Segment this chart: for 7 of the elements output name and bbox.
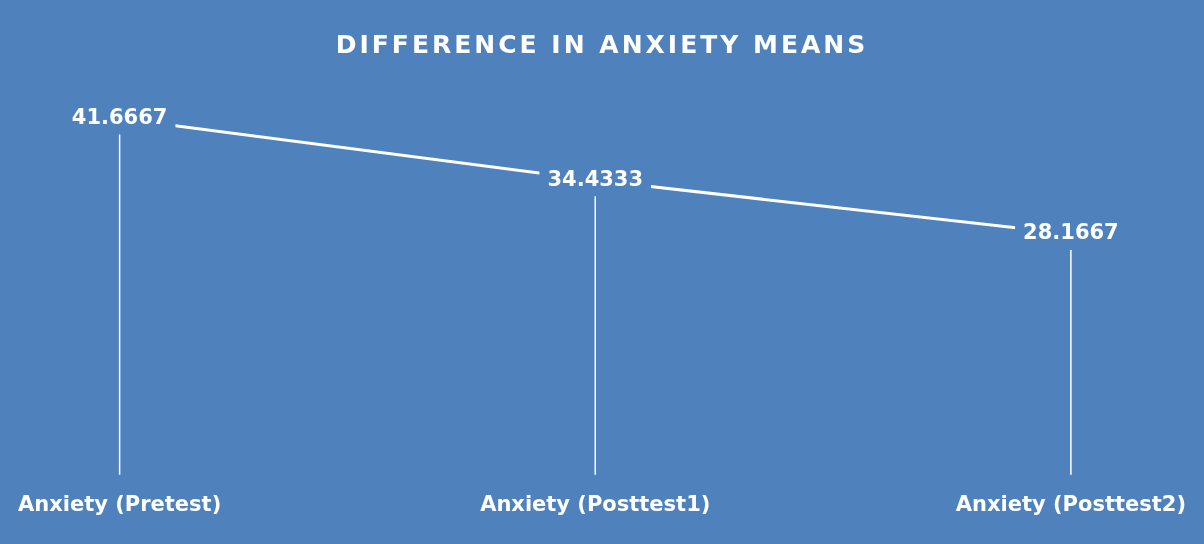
data-label: 28.1667 — [1023, 220, 1119, 245]
data-label: 34.4333 — [547, 166, 644, 191]
x-tick-label: Anxiety (Posttest2) — [955, 491, 1186, 516]
x-tick-label: Anxiety (Pretest) — [18, 491, 222, 516]
x-tick-label: Anxiety (Posttest1) — [480, 491, 711, 516]
chart-title: DIFFERENCE IN ANXIETY MEANS — [334, 30, 870, 59]
data-label: 41.6667 — [71, 104, 168, 129]
